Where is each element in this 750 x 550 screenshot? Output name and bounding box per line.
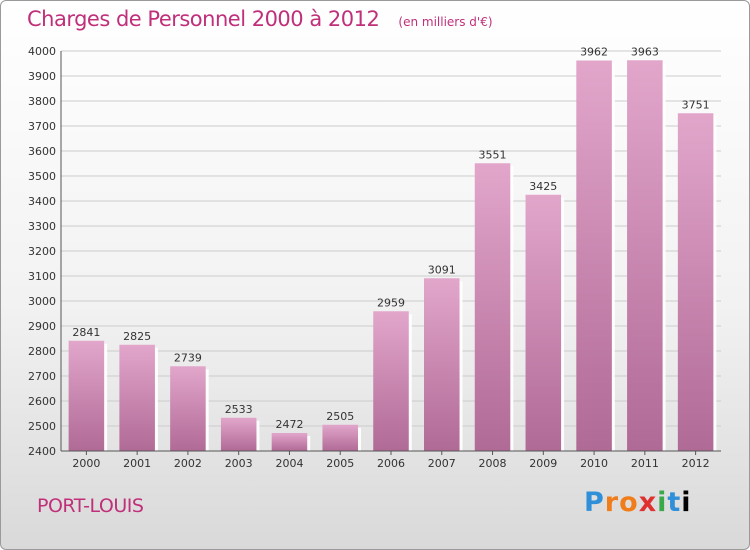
x-tick-label: 2010: [580, 457, 608, 470]
y-tick-label: 2900: [28, 320, 56, 333]
data-label: 3551: [479, 148, 507, 161]
y-tick-label: 2500: [28, 420, 56, 433]
chart-subtitle: (en milliers d'€): [398, 15, 493, 29]
bar: [220, 417, 257, 451]
y-tick-label: 3300: [28, 220, 56, 233]
proxiti-logo: Proxiti: [584, 487, 692, 518]
data-label: 3963: [631, 45, 659, 58]
bar: [68, 340, 105, 451]
x-tick-label: 2000: [72, 457, 100, 470]
chart-title: Charges de Personnel 2000 à 2012: [27, 7, 380, 31]
y-tick-label: 3500: [28, 170, 56, 183]
bar: [373, 311, 409, 451]
x-tick-label: 2006: [377, 457, 405, 470]
bar: [170, 366, 206, 451]
y-tick-label: 2700: [28, 370, 56, 383]
data-label: 2841: [72, 326, 100, 339]
x-tick-label: 2011: [631, 457, 659, 470]
x-tick-label: 2009: [529, 457, 557, 470]
x-tick-label: 2004: [275, 457, 303, 470]
data-label: 3425: [529, 180, 557, 193]
x-tick-label: 2003: [225, 457, 253, 470]
data-label: 3091: [428, 263, 456, 276]
title-row: Charges de Personnel 2000 à 2012 (en mil…: [27, 7, 493, 31]
y-tick-label: 3200: [28, 245, 56, 258]
y-tick-label: 3400: [28, 195, 56, 208]
bar: [576, 60, 612, 451]
bar: [271, 433, 308, 451]
bars: [68, 60, 717, 451]
x-tick-label: 2001: [123, 457, 151, 470]
y-tick-label: 2600: [28, 395, 56, 408]
y-tick-label: 3700: [28, 120, 56, 133]
x-tick-label: 2008: [479, 457, 507, 470]
bar: [424, 278, 460, 451]
x-tick-label: 2007: [428, 457, 456, 470]
x-tick-label: 2002: [174, 457, 202, 470]
bar: [474, 163, 511, 451]
x-tick-label: 2012: [682, 457, 710, 470]
data-label: 2825: [123, 330, 151, 343]
data-label: 3751: [682, 98, 710, 111]
commune-name: PORT-LOUIS: [37, 495, 144, 517]
data-label: 2533: [225, 403, 253, 416]
y-tick-label: 2400: [28, 445, 56, 458]
data-label: 2472: [275, 418, 303, 431]
y-tick-label: 4000: [28, 45, 56, 58]
axes: 2400 2500 2600 2700 2800 2900 3000 3100 3200 3300…: [28, 45, 721, 470]
y-tick-label: 3000: [28, 295, 56, 308]
data-label: 3962: [580, 46, 608, 59]
data-label: 2505: [326, 410, 354, 423]
bar: [677, 113, 714, 451]
bar: [322, 424, 358, 451]
y-tick-label: 3900: [28, 70, 56, 83]
y-tick-label: 3100: [28, 270, 56, 283]
y-tick-label: 3800: [28, 95, 56, 108]
bar: [627, 60, 663, 451]
bar: [525, 194, 562, 451]
bar: [119, 344, 155, 451]
x-tick-label: 2005: [326, 457, 354, 470]
data-label: 2959: [377, 296, 405, 309]
y-tick-label: 3600: [28, 145, 56, 158]
y-tick-label: 2800: [28, 345, 56, 358]
data-label: 2739: [174, 351, 202, 364]
